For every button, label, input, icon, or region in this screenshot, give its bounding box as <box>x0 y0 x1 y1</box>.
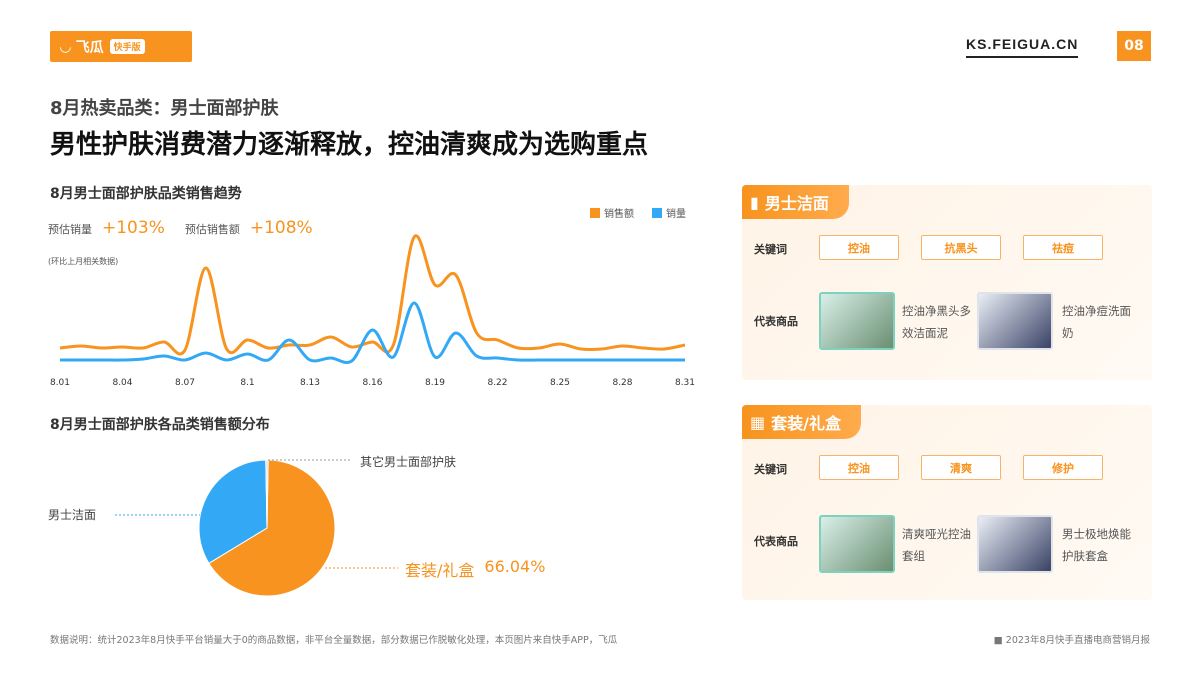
logo-icon: ◡ <box>60 38 76 55</box>
keyword-tag: 控油 <box>819 455 899 480</box>
tube-icon: ▮ <box>750 192 759 212</box>
x-tick-label: 8.07 <box>175 378 195 388</box>
legend-volume: 销量 <box>652 205 686 220</box>
gift-icon: ▦ <box>750 412 766 432</box>
product-name[interactable]: 控油净黑头多效洁面泥 <box>902 304 971 340</box>
keyword-tag: 抗黑头 <box>921 235 1001 260</box>
product-name[interactable]: 控油净痘洗面奶 <box>1062 304 1131 340</box>
pie-slice <box>198 459 268 564</box>
x-tick-label: 8.31 <box>675 378 695 388</box>
category-card: ▦ 套装/礼盒 关键词 控油 清爽 修护 代表商品 清爽哑光控油套组 男士极地焕能护肤套… <box>742 405 1152 600</box>
footer-report: ■ 2023年8月快手直播电商营销月报 <box>993 635 1150 646</box>
keyword-label: 关键词 <box>754 463 787 476</box>
trend-heading: 8月男士面部护肤品类销售趋势 <box>50 186 242 202</box>
product-label: 代表商品 <box>754 535 798 548</box>
x-tick-label: 8.28 <box>612 378 632 388</box>
card-tag: ▮ 男士洁面 <box>742 185 849 219</box>
page-subtitle: 8月热卖品类：男士面部护肤 <box>50 98 279 119</box>
legend-sales: 销售额 <box>590 205 634 220</box>
x-tick-label: 8.01 <box>50 378 70 388</box>
footer-note: 数据说明：统计2023年8月快手平台销量大于0的商品数据，非平台全量数据，部分数… <box>50 635 618 646</box>
series-line-1 <box>60 301 685 365</box>
pie-label-other: 其它男士面部护肤 <box>360 455 457 469</box>
category-pie-chart <box>115 459 398 597</box>
metric2-label: 预估销售额 <box>184 223 240 236</box>
metric2-value: +108% <box>249 218 313 238</box>
x-tick-label: 8.25 <box>550 378 570 388</box>
x-tick-label: 8.22 <box>487 378 507 388</box>
card-tag: ▦ 套装/礼盒 <box>742 405 861 439</box>
logo-badge: 快手版 <box>109 39 145 54</box>
x-tick-label: 8.19 <box>425 378 445 388</box>
product-image[interactable] <box>977 515 1053 573</box>
pie-heading: 8月男士面部护肤各品类销售额分布 <box>50 417 270 433</box>
page-title: 男性护肤消费潜力逐渐释放，控油清爽成为选购重点 <box>50 130 649 160</box>
chart-legend: 销售额 销量 <box>590 205 686 220</box>
logo-text: 飞瓜 <box>75 39 104 56</box>
product-name[interactable]: 男士极地焕能护肤套盒 <box>1062 527 1131 563</box>
x-tick-label: 8.16 <box>362 378 382 388</box>
series-line-0 <box>59 234 686 356</box>
metric1-label: 预估销量 <box>48 223 92 236</box>
metric1-value: +103% <box>102 218 165 238</box>
pie-label-cleanser: 男士洁面 <box>48 508 97 522</box>
feigua-logo: ◡ 飞瓜 快手版 <box>50 31 192 62</box>
keyword-tag: 祛痘 <box>1023 235 1103 260</box>
x-tick-label: 8.13 <box>300 378 320 388</box>
x-tick-label: 8.04 <box>112 378 132 388</box>
pie-label-set: 套装/礼盒 66.04% <box>405 557 546 580</box>
pie-value-set: 66.04% <box>484 557 546 576</box>
keyword-tag: 修护 <box>1023 455 1103 480</box>
keyword-label: 关键词 <box>754 243 787 256</box>
product-image[interactable] <box>819 515 895 573</box>
page-number: 08 <box>1117 31 1151 61</box>
keyword-tag: 清爽 <box>921 455 1001 480</box>
product-name[interactable]: 清爽哑光控油套组 <box>902 527 971 563</box>
product-label: 代表商品 <box>754 315 798 328</box>
site-url[interactable]: KS.FEIGUA.CN <box>966 36 1079 58</box>
keyword-tag: 控油 <box>819 235 899 260</box>
product-image[interactable] <box>977 292 1053 350</box>
x-tick-label: 8.1 <box>240 378 254 388</box>
product-image[interactable] <box>819 292 895 350</box>
pie-slice <box>208 459 336 597</box>
trend-note: (环比上月相关数据) <box>48 257 119 266</box>
category-card: ▮ 男士洁面 关键词 控油 抗黑头 祛痘 代表商品 控油净黑头多效洁面泥 控油净痘洗面奶 <box>742 185 1152 380</box>
trend-line-chart: 8.01 8.04 8.07 8.1 8.13 8.16 8.19 8.22 8.25 8.28 8… <box>50 234 695 388</box>
